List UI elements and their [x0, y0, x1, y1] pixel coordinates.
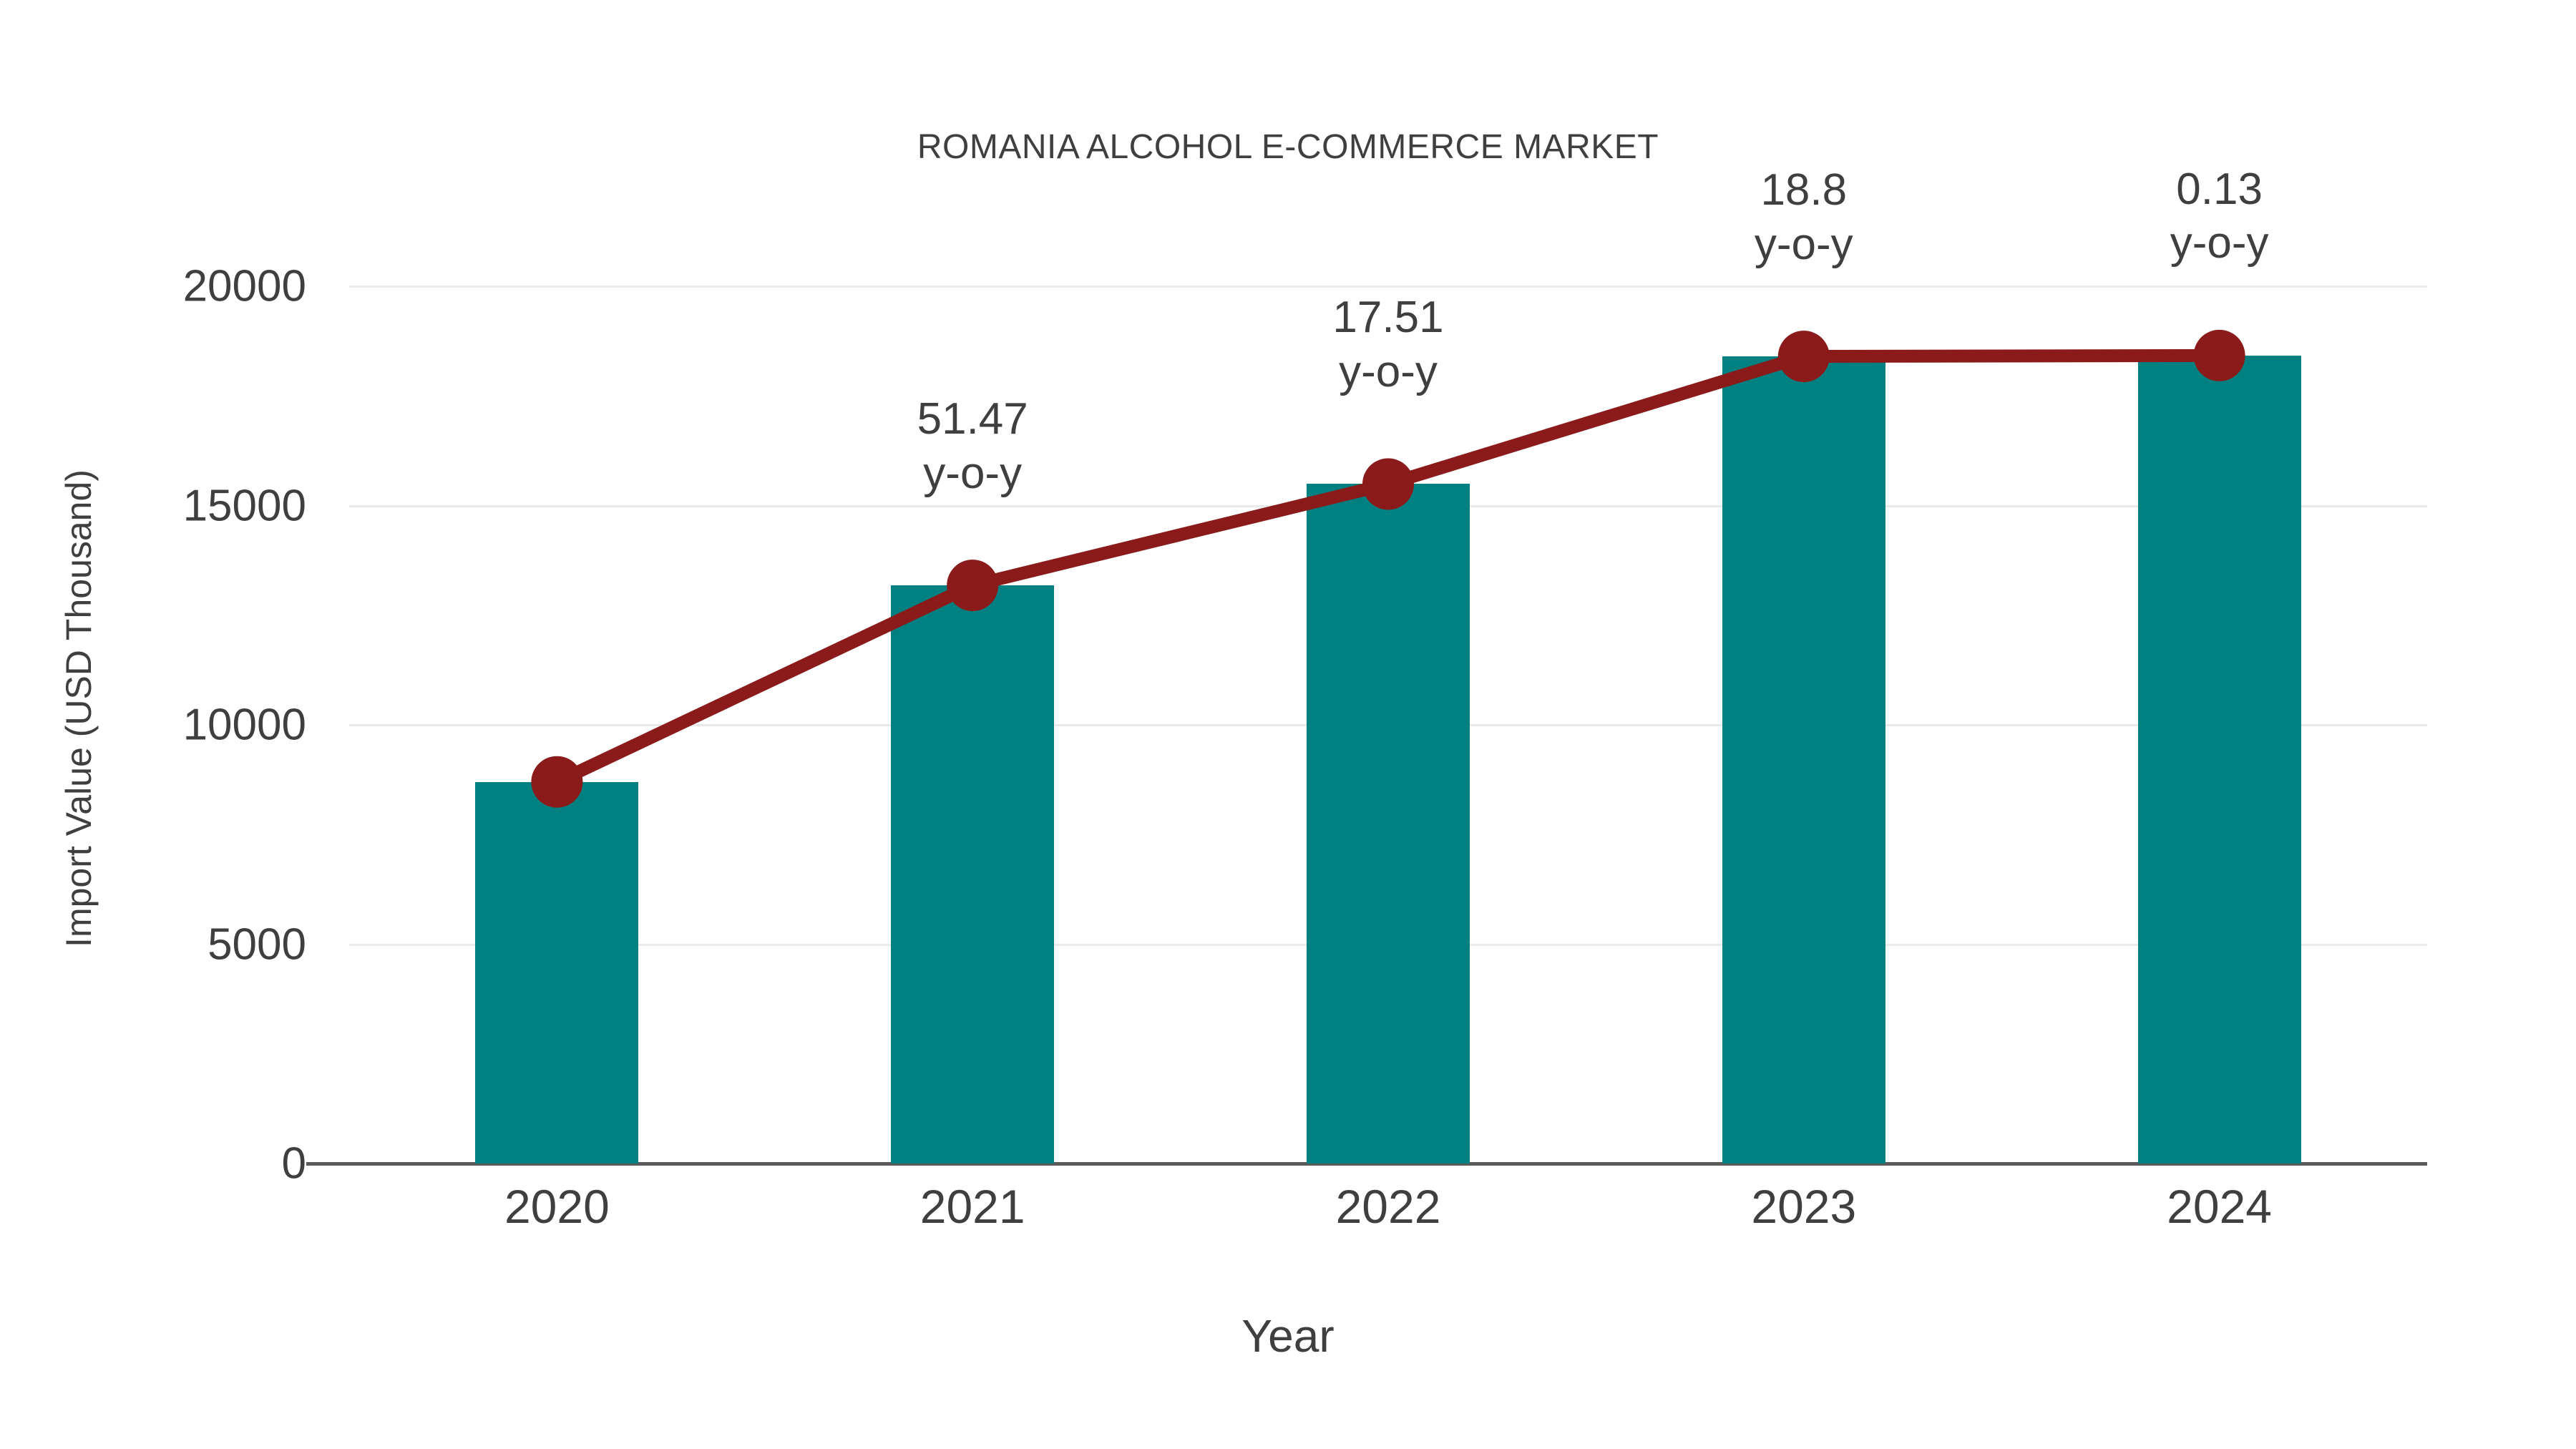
line-series	[531, 329, 2245, 808]
y-tick-label: 5000	[208, 919, 306, 969]
y-tick-label: 10000	[182, 700, 306, 750]
trend-marker-2021[interactable]	[947, 560, 999, 612]
bar-2023[interactable]	[1722, 356, 1885, 1163]
x-axis-title: Year	[1241, 1310, 1335, 1362]
data-label-value: 17.51	[1332, 293, 1444, 343]
data-label-2021: 51.47 y-o-y	[808, 392, 1137, 500]
data-label-2023: 18.8 y-o-y	[1639, 163, 1968, 271]
bar-2024[interactable]	[2137, 355, 2301, 1163]
data-label-unit: y-o-y	[2170, 218, 2269, 268]
gridline	[349, 286, 2427, 288]
x-tick-label-2022: 2022	[1335, 1180, 1441, 1233]
y-tick-label: 0	[281, 1138, 306, 1189]
data-label-unit: y-o-y	[923, 448, 1023, 498]
trend-marker-2023[interactable]	[1777, 331, 1830, 383]
trend-marker-2022[interactable]	[1362, 458, 1414, 510]
data-label-unit: y-o-y	[1754, 219, 1853, 269]
y-tick-label: 15000	[182, 481, 306, 530]
x-tick-label-2024: 2024	[2167, 1180, 2272, 1233]
data-label-2024: 0.13 y-o-y	[2055, 162, 2384, 270]
data-label-unit: y-o-y	[1339, 347, 1438, 397]
trend-marker-2024[interactable]	[2193, 329, 2245, 381]
chart-title: ROMANIA ALCOHOL E-COMMERCE MARKET	[917, 128, 1659, 166]
trend-marker-2020[interactable]	[531, 756, 583, 808]
data-label-value: 51.47	[917, 394, 1028, 444]
data-label-value: 0.13	[2176, 164, 2263, 214]
data-label-2022: 17.51 y-o-y	[1224, 291, 1553, 399]
trend-line-markers	[531, 329, 2245, 808]
x-tick-label-2020: 2020	[504, 1180, 610, 1233]
x-tick-label-2023: 2023	[1751, 1180, 1857, 1233]
bar-2021[interactable]	[891, 585, 1055, 1163]
plot-area	[306, 286, 2427, 1166]
bar-2020[interactable]	[475, 781, 639, 1163]
x-tick-label-2021: 2021	[919, 1180, 1025, 1233]
data-label-value: 18.8	[1760, 165, 1848, 215]
bar-2022[interactable]	[1307, 484, 1470, 1163]
y-tick-label: 20000	[182, 261, 306, 311]
axis-line-zero	[306, 1162, 2427, 1166]
trend-line-path	[550, 348, 2226, 789]
